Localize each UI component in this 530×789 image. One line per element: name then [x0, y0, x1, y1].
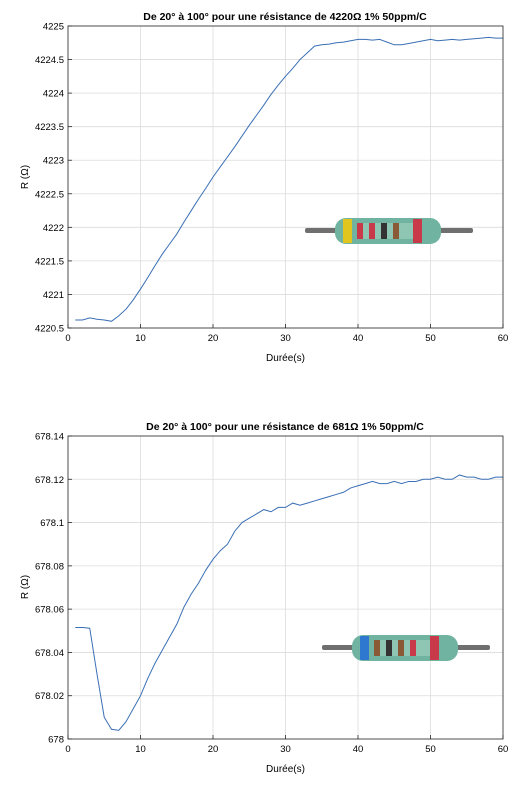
resistor-lead-left [322, 645, 360, 650]
x-tick-label: 10 [135, 744, 146, 755]
x-tick-label: 30 [280, 333, 291, 344]
y-tick-label: 4225 [43, 22, 64, 33]
resistor-band [410, 640, 416, 656]
x-tick-label: 60 [498, 744, 509, 755]
resistor-band [369, 223, 375, 239]
y-tick-label: 4223.5 [35, 122, 64, 133]
y-tick-label: 678 [48, 735, 64, 746]
y-tick-label: 678.04 [35, 648, 64, 659]
x-axis-label: Durée(s) [266, 353, 305, 364]
y-tick-label: 4222.5 [35, 189, 64, 200]
y-axis-label: R (Ω) [20, 575, 31, 599]
x-tick-label: 30 [280, 744, 291, 755]
resistor-band [393, 223, 399, 239]
axis-ticks: 0 10 20 30 40 50 60 4220.5 4221 4221.5 4222 4222.5 4… [35, 22, 508, 345]
resistor-band [357, 223, 363, 239]
axis-ticks: 0 10 20 30 40 50 60 678 678.02 678.04 678.06 678.08… [35, 432, 508, 756]
x-tick-label: 20 [208, 744, 219, 755]
resistor-body-mid [374, 640, 436, 656]
y-tick-label: 4224 [43, 89, 64, 100]
resistor-band [413, 219, 422, 243]
y-tick-label: 678.06 [35, 605, 64, 616]
chart-title: De 20° à 100° pour une résistance de 681… [146, 421, 424, 433]
y-tick-label: 4223 [43, 156, 64, 167]
resistor-lead-right [433, 228, 473, 233]
resistor-band [430, 636, 439, 660]
y-tick-label: 678.12 [35, 475, 64, 486]
y-tick-label: 678.1 [40, 518, 64, 529]
chart-681-ohm: De 20° à 100° pour une résistance de 681… [20, 421, 508, 775]
resistor-band [343, 219, 352, 243]
chart-title: De 20° à 100° pour une résistance de 422… [143, 11, 427, 23]
resistor-band [381, 223, 387, 239]
x-tick-label: 50 [425, 744, 436, 755]
resistor-body-mid [357, 223, 419, 239]
y-tick-label: 678.14 [35, 432, 64, 443]
plot-frame [67, 25, 504, 329]
series-line [75, 36, 503, 322]
y-tick-label: 4221 [43, 290, 64, 301]
resistor-lead-left [305, 228, 343, 233]
x-tick-label: 20 [208, 333, 219, 344]
y-axis-label: R (Ω) [20, 165, 31, 189]
x-axis-label: Durée(s) [266, 764, 305, 775]
y-tick-label: 4224.5 [35, 55, 64, 66]
y-tick-label: 678.02 [35, 691, 64, 702]
resistor-band [386, 640, 392, 656]
x-tick-label: 40 [353, 333, 364, 344]
x-tick-label: 0 [65, 744, 70, 755]
x-tick-label: 60 [498, 333, 509, 344]
chart-4220-ohm: De 20° à 100° pour une résistance de 422… [20, 11, 508, 364]
plot-frame [67, 435, 504, 740]
series-line [75, 474, 503, 731]
resistor-band [398, 640, 404, 656]
resistor-lead-right [450, 645, 490, 650]
resistor-photo [305, 218, 473, 244]
y-tick-label: 4220.5 [35, 324, 64, 335]
y-tick-label: 4222 [43, 223, 64, 234]
resistor-band [360, 636, 369, 660]
resistor-photo [322, 635, 490, 661]
x-tick-label: 10 [135, 333, 146, 344]
y-tick-label: 678.08 [35, 561, 64, 572]
x-tick-label: 40 [353, 744, 364, 755]
x-tick-label: 0 [65, 333, 70, 344]
x-tick-label: 50 [425, 333, 436, 344]
resistor-band [374, 640, 380, 656]
y-tick-label: 4221.5 [35, 256, 64, 267]
